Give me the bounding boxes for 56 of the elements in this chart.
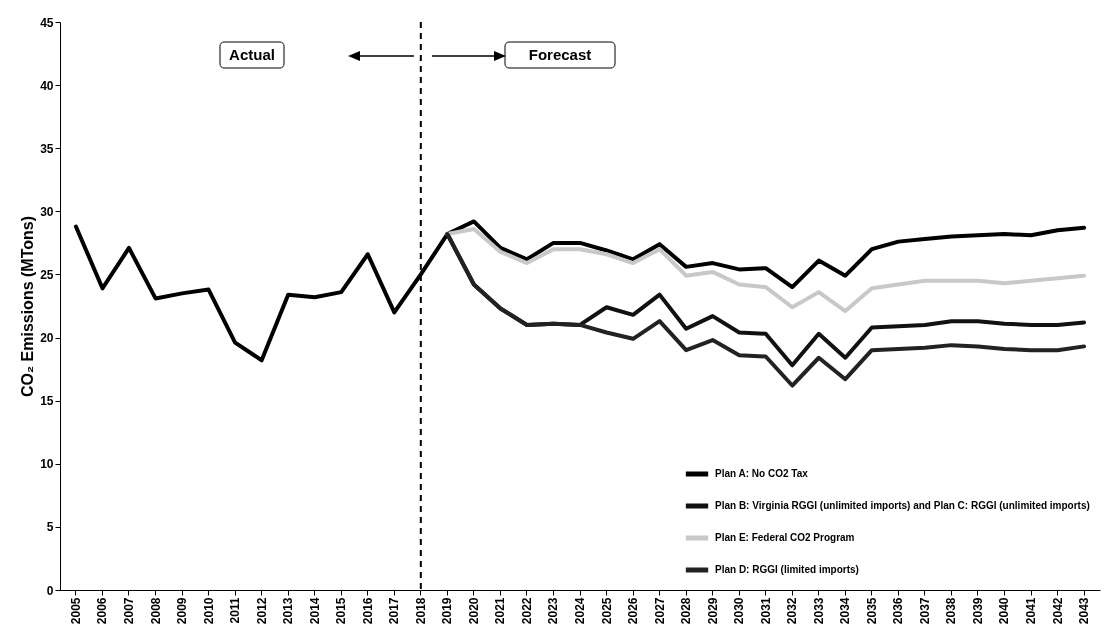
x-tick-label: 2018 (413, 597, 428, 625)
x-tick-label: 2021 (493, 597, 508, 625)
x-tick-label: 2036 (891, 597, 906, 625)
x-tick-label: 2029 (705, 597, 720, 625)
x-tick-label: 2026 (626, 597, 641, 625)
x-tick-label: 2015 (334, 597, 349, 625)
y-tick-label: 30 (40, 204, 54, 219)
x-tick-label: 2042 (1050, 597, 1065, 625)
x-tick-label: 2040 (997, 597, 1012, 625)
x-tick-label: 2017 (387, 597, 402, 625)
y-tick-label: 5 (46, 520, 54, 535)
x-tick-label: 2038 (944, 597, 959, 625)
x-tick-label: 2037 (917, 597, 932, 625)
annotation: Actual (229, 46, 275, 63)
y-tick-label: 15 (40, 394, 54, 409)
y-tick-label: 45 (40, 15, 54, 30)
x-tick-label: 2005 (68, 597, 83, 625)
y-tick-label: 10 (40, 457, 54, 472)
x-tick-label: 2020 (466, 597, 481, 625)
x-tick-label: 2011 (228, 597, 243, 624)
legend-label: Plan E: Federal CO2 Program (715, 532, 855, 543)
x-tick-label: 2035 (864, 597, 879, 625)
x-tick-label: 2013 (281, 597, 296, 625)
x-tick-label: 2027 (652, 597, 667, 625)
x-tick-label: 2033 (811, 597, 826, 625)
legend-label: Plan D: RGGI (limited imports) (715, 564, 859, 575)
y-tick-label: 40 (40, 78, 54, 93)
legend-label: Plan A: No CO2 Tax (715, 468, 809, 479)
x-tick-label: 2019 (440, 597, 455, 625)
legend-label: Plan B: Virginia RGGI (unlimited imports) and Plan C: RGGI (unlimited imports) (715, 500, 1090, 511)
x-tick-label: 2028 (679, 597, 694, 625)
y-tick-label: 20 (40, 331, 54, 346)
x-tick-label: 2041 (1024, 597, 1039, 625)
x-tick-label: 2031 (758, 597, 773, 625)
x-tick-label: 2006 (95, 597, 110, 625)
x-tick-label: 2010 (201, 597, 216, 625)
x-tick-label: 2034 (838, 597, 853, 625)
x-tick-label: 2016 (360, 597, 375, 625)
x-tick-label: 2008 (148, 597, 163, 625)
x-tick-label: 2023 (546, 597, 561, 625)
x-tick-label: 2007 (121, 597, 136, 625)
x-tick-label: 2025 (599, 597, 614, 625)
y-tick-label: 0 (46, 583, 54, 598)
annotation: Forecast (528, 46, 592, 63)
x-tick-label: 2043 (1077, 597, 1092, 625)
x-tick-label: 2030 (732, 597, 747, 625)
x-tick-label: 2012 (254, 597, 269, 625)
x-tick-label: 2032 (785, 597, 800, 625)
y-tick-label: 35 (40, 141, 54, 156)
x-tick-label: 2009 (175, 597, 190, 625)
x-tick-label: 2039 (970, 597, 985, 625)
x-tick-label: 2014 (307, 597, 322, 625)
y-tick-label: 25 (40, 267, 54, 282)
x-tick-label: 2024 (573, 597, 587, 625)
y-axis-title: CO₂ Emissions (MTons) (19, 215, 37, 398)
x-tick-label: 2022 (519, 597, 534, 625)
